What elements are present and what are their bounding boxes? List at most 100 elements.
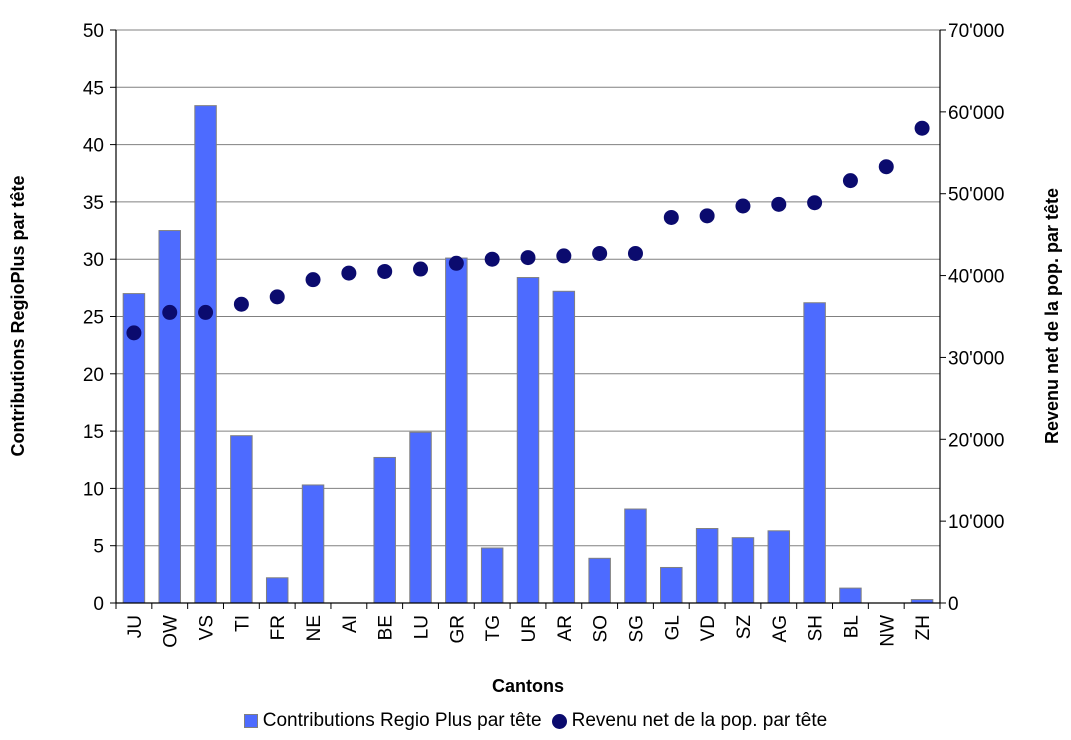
legend-bar-swatch: [243, 714, 258, 728]
bar-VS: [194, 105, 217, 604]
legend-dot-swatch: [551, 713, 567, 729]
y-tick-label: 40: [83, 136, 104, 157]
point-FR: [269, 289, 285, 305]
bar-NE: [301, 484, 325, 604]
bar-GL: [660, 566, 683, 604]
x-tick-label: ZH: [913, 615, 934, 640]
bar-BL: [839, 587, 862, 604]
x-tick-label: AG: [770, 615, 791, 642]
point-NW: [878, 159, 894, 175]
bar-series: [122, 105, 934, 604]
x-tick-label: BL: [841, 615, 862, 638]
y-tick-label: 45: [83, 78, 104, 99]
point-TG: [484, 251, 500, 267]
x-tick-label: GR: [447, 615, 468, 644]
bar-FR: [265, 577, 289, 604]
bar-SH: [803, 302, 826, 604]
x-tick-label: VD: [698, 615, 719, 641]
x-axis-title: Cantons: [492, 676, 564, 696]
y-tick-label: 15: [83, 422, 104, 443]
point-OW: [162, 304, 178, 320]
point-AI: [341, 265, 357, 281]
x-tick-label: TG: [483, 615, 504, 641]
bar-TI: [230, 435, 253, 604]
y2-tick-label: 70'000: [948, 21, 1004, 42]
y2-tick-label: 20'000: [948, 430, 1004, 451]
y2-tick-label: 30'000: [948, 348, 1004, 369]
chart: 0 5 10 15 20 25 30 35 40 45 50 0 10'000 20'000 30'000…: [8, 21, 1062, 696]
bar-OW: [158, 230, 181, 604]
y2-axis-title: Revenu net de la pop. par tête: [1042, 188, 1062, 444]
bar-GR: [445, 257, 468, 604]
bar-VD: [695, 528, 719, 604]
dot-series: [126, 120, 930, 341]
bar-AR: [552, 290, 576, 604]
bar-TG: [480, 547, 504, 604]
x-tick-label: NW: [877, 615, 898, 647]
point-AR: [556, 248, 572, 264]
y2-tick-label: 60'000: [948, 103, 1004, 124]
y-tick-label: 50: [83, 21, 104, 42]
y-tick-label: 10: [83, 479, 104, 500]
x-tick-label: BE: [376, 615, 397, 640]
legend-dot-label: Revenu net de la pop. par tête: [571, 710, 828, 731]
x-tick-label: SZ: [734, 615, 755, 640]
point-BL: [842, 173, 858, 189]
x-tick-label: GL: [662, 615, 683, 640]
x-tick-label: SH: [806, 615, 827, 641]
point-JU: [126, 325, 142, 341]
bar-BE: [373, 456, 396, 604]
bar-SO: [588, 557, 611, 604]
point-VD: [699, 208, 715, 224]
point-UR: [520, 250, 536, 266]
y2-tick-label: 40'000: [948, 267, 1004, 288]
y-tick-label: 20: [83, 365, 104, 386]
x-tick-label: AI: [340, 615, 361, 633]
x-tick-label: UR: [519, 615, 540, 642]
y-tick-label: 25: [83, 308, 104, 329]
point-SG: [627, 245, 643, 261]
y-tick-label: 30: [83, 250, 104, 271]
y2-tick-label: 0: [948, 594, 959, 615]
x-tick-label: FR: [268, 615, 289, 640]
x-tick-label: SG: [626, 615, 647, 642]
x-tick-label: TI: [232, 615, 253, 632]
x-tick-label: SO: [591, 615, 612, 642]
y-tick-label: 5: [93, 537, 104, 558]
y-axis-title: Contributions RegioPlus par tête: [8, 175, 28, 456]
legend: Contributions Regio Plus par tête Revenu…: [0, 710, 1071, 732]
bar-UR: [516, 277, 540, 604]
point-LU: [413, 261, 429, 277]
x-tick-label: VS: [197, 615, 218, 640]
point-TI: [233, 296, 249, 312]
legend-bar-label: Contributions Regio Plus par tête: [262, 710, 542, 731]
legend-item-dot: Revenu net de la pop. par tête: [551, 710, 828, 732]
point-BE: [377, 263, 393, 279]
x-tick-label: AR: [555, 615, 576, 641]
point-SH: [807, 195, 823, 211]
point-SO: [592, 245, 608, 261]
x-tick-label: OW: [161, 615, 182, 648]
point-ZH: [914, 120, 930, 136]
y2-tick-label: 50'000: [948, 185, 1004, 206]
y-tick-label: 0: [93, 594, 104, 615]
bar-LU: [409, 431, 432, 604]
y-tick-labels: 0 5 10 15 20 25 30 35 40 45 50: [83, 21, 116, 615]
point-AG: [771, 196, 787, 212]
legend-item-bar: Contributions Regio Plus par tête: [243, 710, 542, 732]
x-tick-label: NE: [304, 615, 325, 641]
bar-AG: [767, 530, 791, 604]
x-tick-labels: JU OW VS TI FR NE AI BE LU GR TG UR AR SO SG GL VD SZ AG SH…: [115, 603, 941, 648]
point-NE: [305, 272, 321, 288]
x-tick-label: JU: [125, 615, 146, 638]
y2-tick-label: 10'000: [948, 512, 1004, 533]
point-GR: [448, 255, 464, 271]
bar-SZ: [731, 537, 755, 604]
bar-SG: [624, 508, 647, 604]
point-VS: [198, 304, 214, 320]
y-tick-label: 35: [83, 193, 104, 214]
point-SZ: [735, 198, 751, 214]
y2-tick-labels: 0 10'000 20'000 30'000 40'000 50'000 60'000 70'…: [940, 21, 1004, 615]
point-GL: [663, 209, 679, 225]
x-tick-label: LU: [412, 615, 433, 639]
